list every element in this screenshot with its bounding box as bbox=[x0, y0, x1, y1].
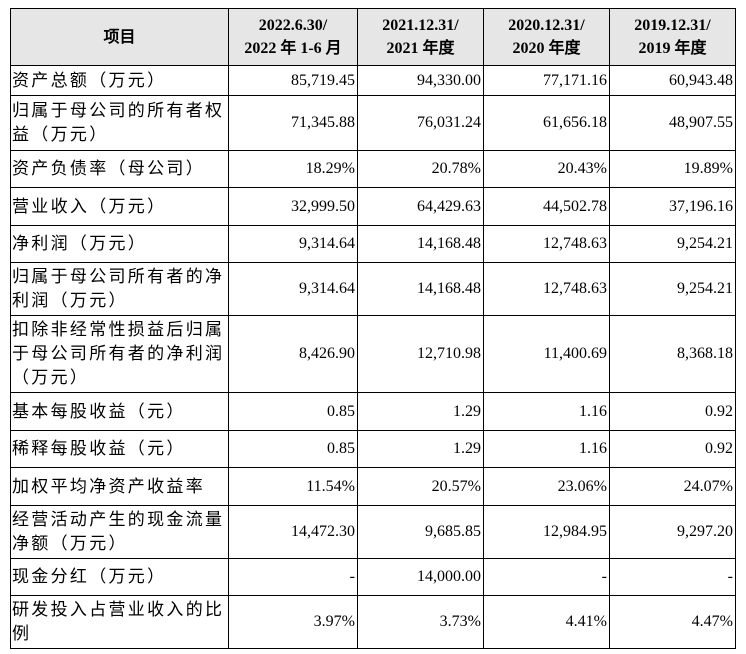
data-row: 扣除非经常性损益后归属于母公司所有者的净利润（万元） 8,426.90 12,710… bbox=[10, 315, 736, 393]
value-cell: 14,472.30 bbox=[228, 505, 358, 559]
row-label: 稀释每股收益（元） bbox=[10, 430, 229, 468]
data-row: 净利润（万元） 9,314.64 14,168.48 12,748.63 9,254.2… bbox=[10, 225, 736, 263]
value-cell: 44,502.78 bbox=[483, 187, 610, 226]
value-cell: 1.29 bbox=[357, 392, 484, 431]
value-cell: 12,984.95 bbox=[483, 505, 610, 559]
value-cell: 1.16 bbox=[483, 430, 610, 468]
value-cell: - bbox=[609, 558, 736, 596]
data-row: 基本每股收益（元） 0.85 1.29 1.16 0.92 bbox=[10, 392, 736, 431]
header-line: 项目 bbox=[103, 28, 136, 46]
header-line: 2019.12.31/ bbox=[634, 17, 711, 34]
row-label: 净利润（万元） bbox=[10, 225, 229, 263]
data-row: 资产负债率（母公司） 18.29% 20.78% 20.43% 19.89% bbox=[10, 150, 736, 188]
row-label: 现金分红（万元） bbox=[10, 558, 229, 596]
data-row: 营业收入（万元） 32,999.50 64,429.63 44,502.78 37,19… bbox=[10, 187, 736, 226]
value-cell: 23.06% bbox=[483, 467, 610, 506]
value-cell: 64,429.63 bbox=[357, 187, 484, 226]
row-label: 资产负债率（母公司） bbox=[10, 150, 229, 188]
header-line: 2022.6.30/ bbox=[258, 17, 328, 34]
value-cell: 76,031.24 bbox=[357, 95, 484, 151]
header-line: 2020.12.31/ bbox=[508, 17, 585, 34]
value-cell: 24.07% bbox=[609, 467, 736, 506]
value-cell: 77,171.16 bbox=[483, 65, 610, 96]
row-label: 扣除非经常性损益后归属于母公司所有者的净利润（万元） bbox=[10, 315, 229, 393]
data-row: 稀释每股收益（元） 0.85 1.29 1.16 0.92 bbox=[10, 430, 736, 468]
value-cell: 18.29% bbox=[228, 150, 358, 188]
value-cell: 1.16 bbox=[483, 392, 610, 431]
value-cell: 37,196.16 bbox=[609, 187, 736, 226]
value-cell: 11.54% bbox=[228, 467, 358, 506]
header-line: 2020 年度 bbox=[512, 40, 581, 57]
value-cell: 14,168.48 bbox=[357, 225, 484, 263]
value-cell: 14,168.48 bbox=[357, 262, 484, 316]
value-cell: 9,254.21 bbox=[609, 262, 736, 316]
value-cell: 19.89% bbox=[609, 150, 736, 188]
row-label: 资产总额（万元） bbox=[10, 65, 229, 96]
value-cell: 61,656.18 bbox=[483, 95, 610, 151]
header-cell: 项目 bbox=[10, 8, 229, 66]
value-cell: 20.43% bbox=[483, 150, 610, 188]
value-cell: 60,943.48 bbox=[609, 65, 736, 96]
header-row: 项目 2022.6.30/2022 年 1-6 月 2021.12.31/2021 … bbox=[10, 8, 736, 66]
header-cell: 2020.12.31/2020 年度 bbox=[483, 8, 610, 66]
value-cell: 12,748.63 bbox=[483, 262, 610, 316]
data-row: 研发投入占营业收入的比例 3.97% 3.73% 4.41% 4.47% bbox=[10, 595, 736, 649]
value-cell: 9,314.64 bbox=[228, 262, 358, 316]
value-cell: 48,907.55 bbox=[609, 95, 736, 151]
data-row: 经营活动产生的现金流量净额（万元） 14,472.30 9,685.85 12,984… bbox=[10, 505, 736, 559]
value-cell: 9,314.64 bbox=[228, 225, 358, 263]
table-body: 资产总额（万元） 85,719.45 94,330.00 77,171.16 60,94… bbox=[10, 65, 736, 649]
row-label: 营业收入（万元） bbox=[10, 187, 229, 226]
row-label: 研发投入占营业收入的比例 bbox=[10, 595, 229, 649]
value-cell: 0.92 bbox=[609, 430, 736, 468]
value-cell: 1.29 bbox=[357, 430, 484, 468]
value-cell: 71,345.88 bbox=[228, 95, 358, 151]
header-cell: 2021.12.31/2021 年度 bbox=[357, 8, 484, 66]
value-cell: - bbox=[228, 558, 358, 596]
value-cell: 4.41% bbox=[483, 595, 610, 649]
header-line: 2019 年度 bbox=[638, 40, 707, 57]
header-line: 2021.12.31/ bbox=[382, 17, 459, 34]
value-cell: 11,400.69 bbox=[483, 315, 610, 393]
financial-table: 项目 2022.6.30/2022 年 1-6 月 2021.12.31/2021 … bbox=[10, 8, 736, 649]
data-row: 加权平均净资产收益率 11.54% 20.57% 23.06% 24.07% bbox=[10, 467, 736, 506]
value-cell: 0.85 bbox=[228, 430, 358, 468]
header-line: 2022 年 1-6 月 bbox=[244, 40, 342, 57]
value-cell: 0.92 bbox=[609, 392, 736, 431]
data-row: 资产总额（万元） 85,719.45 94,330.00 77,171.16 60,94… bbox=[10, 65, 736, 96]
row-label: 经营活动产生的现金流量净额（万元） bbox=[10, 505, 229, 559]
value-cell: 4.47% bbox=[609, 595, 736, 649]
header-cell: 2019.12.31/2019 年度 bbox=[609, 8, 736, 66]
row-label: 归属于母公司所有者的净利润（万元） bbox=[10, 262, 229, 316]
value-cell: 9,297.20 bbox=[609, 505, 736, 559]
row-label: 归属于母公司的所有者权益（万元） bbox=[10, 95, 229, 151]
row-label: 加权平均净资产收益率 bbox=[10, 467, 229, 506]
value-cell: 14,000.00 bbox=[357, 558, 484, 596]
value-cell: 9,254.21 bbox=[609, 225, 736, 263]
data-row: 现金分红（万元） -14,000.00- - bbox=[10, 558, 736, 596]
header-cell: 2022.6.30/2022 年 1-6 月 bbox=[228, 8, 358, 66]
value-cell: - bbox=[483, 558, 610, 596]
value-cell: 8,368.18 bbox=[609, 315, 736, 393]
data-row: 归属于母公司所有者的净利润（万元） 9,314.64 14,168.48 12,748… bbox=[10, 262, 736, 316]
value-cell: 85,719.45 bbox=[228, 65, 358, 96]
value-cell: 12,710.98 bbox=[357, 315, 484, 393]
value-cell: 9,685.85 bbox=[357, 505, 484, 559]
value-cell: 3.97% bbox=[228, 595, 358, 649]
value-cell: 3.73% bbox=[357, 595, 484, 649]
value-cell: 20.78% bbox=[357, 150, 484, 188]
value-cell: 8,426.90 bbox=[228, 315, 358, 393]
value-cell: 20.57% bbox=[357, 467, 484, 506]
value-cell: 0.85 bbox=[228, 392, 358, 431]
data-row: 归属于母公司的所有者权益（万元） 71,345.88 76,031.24 61,656… bbox=[10, 95, 736, 151]
header-line: 2021 年度 bbox=[386, 40, 455, 57]
value-cell: 94,330.00 bbox=[357, 65, 484, 96]
value-cell: 32,999.50 bbox=[228, 187, 358, 226]
row-label: 基本每股收益（元） bbox=[10, 392, 229, 431]
value-cell: 12,748.63 bbox=[483, 225, 610, 263]
